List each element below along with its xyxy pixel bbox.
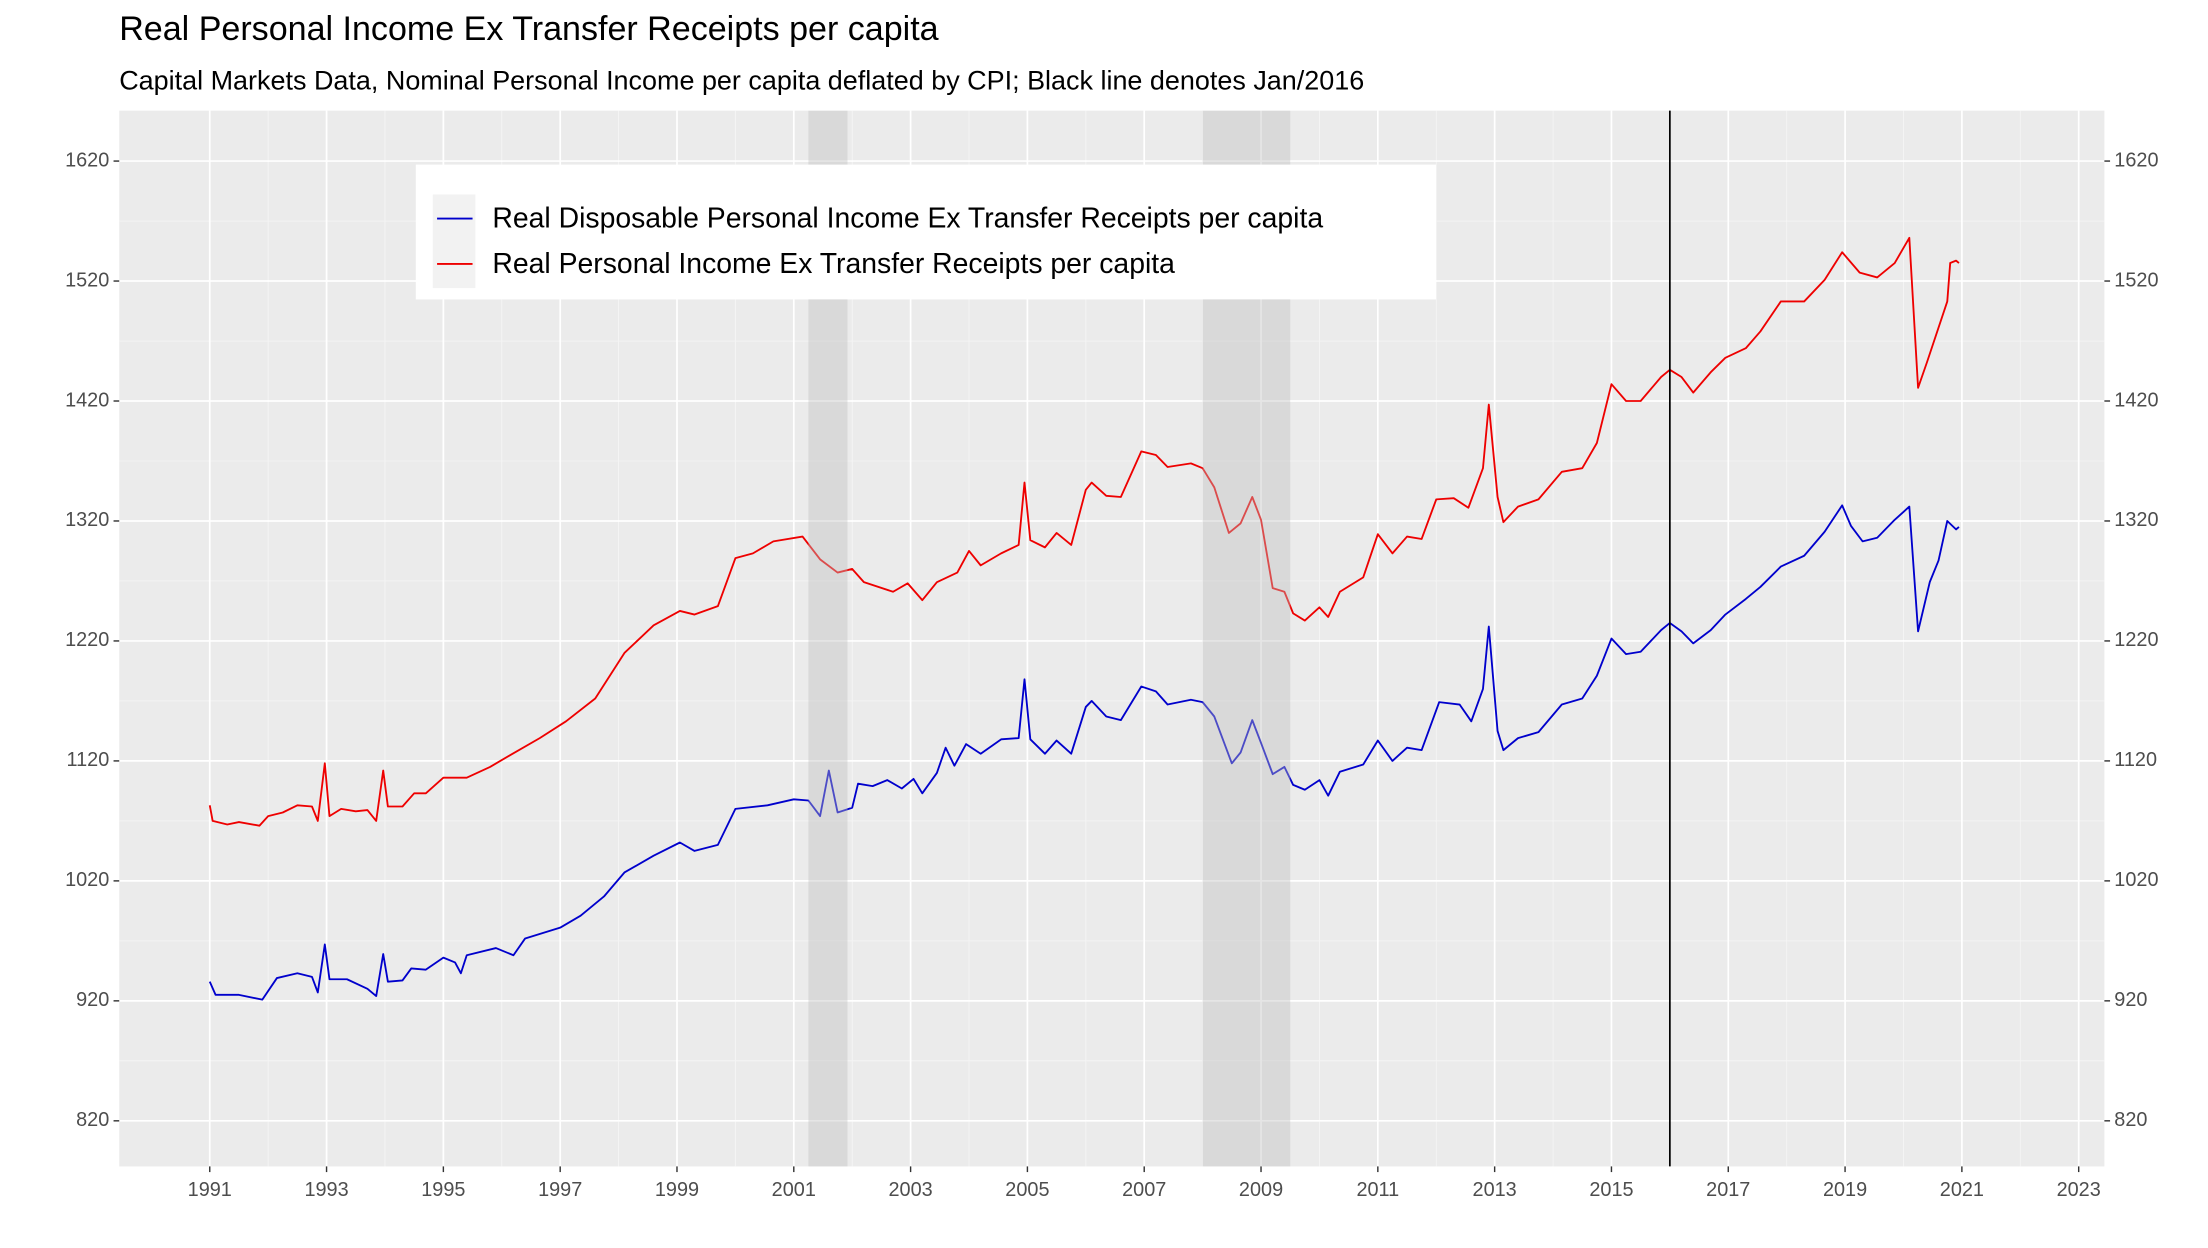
series-line: [208, 504, 1960, 1001]
y2-tick-label: 1320: [2114, 509, 2158, 531]
y2-tick-label: 820: [2114, 1109, 2147, 1131]
y-tick-label: 1320: [65, 509, 109, 531]
legend-label: Real Personal Income Ex Transfer Receipt…: [492, 248, 1175, 280]
x-tick-label: 1993: [304, 1179, 348, 1201]
x-tick-label: 2017: [1706, 1179, 1750, 1201]
chart-subtitle: Capital Markets Data, Nominal Personal I…: [119, 65, 1364, 95]
y-tick-label: 1420: [65, 389, 109, 411]
y2-tick-label: 1120: [2114, 749, 2157, 771]
series-line: [208, 236, 1960, 827]
x-tick-label: 2009: [1239, 1179, 1283, 1201]
y-tick-label: 920: [76, 989, 109, 1011]
y2-tick-label: 1520: [2114, 269, 2158, 291]
x-tick-label: 1997: [538, 1179, 582, 1201]
x-tick-label: 2023: [2057, 1179, 2101, 1201]
y-tick-label: 1520: [65, 269, 109, 291]
y2-tick-label: 1020: [2114, 869, 2158, 891]
legend-key-background: [432, 194, 476, 289]
x-tick-label: 2013: [1473, 1179, 1517, 1201]
y2-tick-label: 920: [2114, 989, 2147, 1011]
x-tick-label: 2005: [1005, 1179, 1049, 1201]
x-tick-label: 2019: [1823, 1179, 1867, 1201]
y-tick-label: 1220: [65, 629, 109, 651]
x-tick-label: 2011: [1356, 1179, 1399, 1201]
y-tick-label: 1020: [65, 869, 109, 891]
y-tick-label: 820: [76, 1109, 109, 1131]
y2-tick-label: 1620: [2114, 149, 2158, 171]
y-tick-label: 1120: [67, 749, 110, 771]
chart-title: Real Personal Income Ex Transfer Receipt…: [119, 10, 938, 48]
y2-tick-label: 1420: [2114, 389, 2158, 411]
legend-box: [415, 164, 1437, 300]
x-tick-label: 2021: [1940, 1179, 1984, 1201]
x-tick-label: 2003: [889, 1179, 933, 1201]
x-tick-label: 1999: [655, 1179, 699, 1201]
y-tick-label: 1620: [65, 149, 109, 171]
x-tick-label: 1995: [421, 1179, 465, 1201]
legend-label: Real Disposable Personal Income Ex Trans…: [492, 202, 1323, 234]
x-tick-label: 2015: [1589, 1179, 1633, 1201]
x-tick-label: 1991: [188, 1179, 232, 1201]
y2-tick-label: 1220: [2114, 629, 2158, 651]
legend: Real Disposable Personal Income Ex Trans…: [415, 164, 1437, 300]
x-tick-label: 2007: [1122, 1179, 1166, 1201]
x-tick-label: 2001: [772, 1179, 816, 1201]
